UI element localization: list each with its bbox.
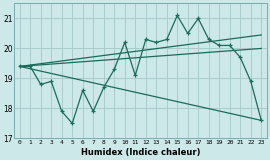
- X-axis label: Humidex (Indice chaleur): Humidex (Indice chaleur): [81, 148, 200, 156]
